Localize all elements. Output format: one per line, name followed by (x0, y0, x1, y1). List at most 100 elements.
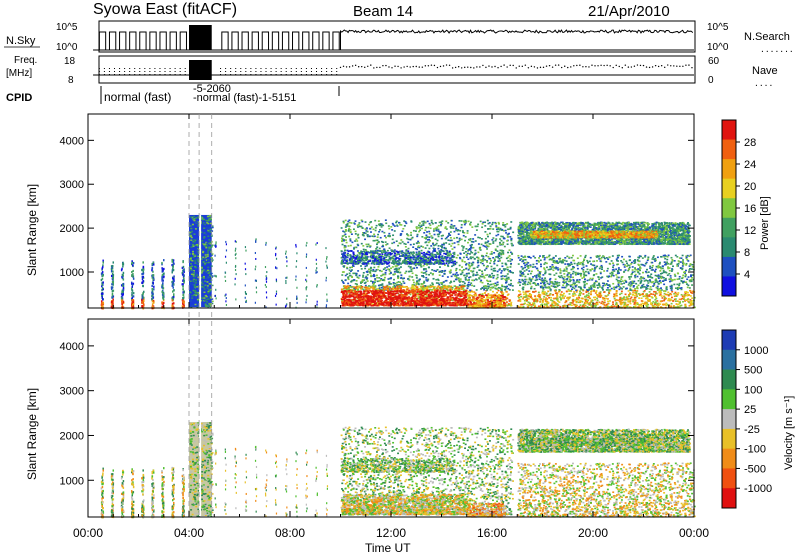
power-echo-cell (316, 267, 317, 269)
power-echo-cell (211, 265, 213, 267)
nsky-panel: N.Sky 10^5 10^0 10^5 10^0 N.Search .....… (4, 21, 794, 54)
nave-dot (540, 67, 541, 68)
power-echo-cell (172, 287, 174, 289)
power-echo-cell (202, 256, 204, 258)
power-echo-cell (193, 220, 195, 222)
power-echo-cell (190, 276, 192, 278)
nave-dot (643, 65, 644, 66)
power-echo-cell (208, 243, 210, 245)
power-echo-cell (266, 296, 267, 298)
power-echo-cell (265, 266, 266, 268)
power-echo-cell (123, 278, 125, 280)
power-echo-cell (201, 224, 203, 226)
power-echo-cell (276, 258, 277, 260)
nave-dot (361, 66, 362, 67)
power-echo-cell (151, 288, 153, 290)
power-echo-cell (208, 228, 210, 230)
nsky-label: N.Sky (6, 35, 36, 47)
power-echo-cell (111, 306, 113, 308)
power-echo-cell (153, 302, 155, 304)
nave-dot (679, 66, 680, 67)
power-echo-cell (205, 234, 207, 236)
power-echo-cell (201, 263, 203, 265)
power-echo-cell (210, 305, 212, 307)
power-echo-cell (192, 251, 194, 253)
power-echo-cell (194, 292, 196, 294)
power-echo-cell (182, 288, 184, 290)
power-echo-cell (325, 279, 326, 281)
power-echo-cell (202, 253, 204, 255)
power-echo-cell (500, 272, 502, 274)
nave-dot (616, 65, 617, 66)
power-echo-cell (306, 267, 307, 269)
power-echo-cell (266, 286, 267, 288)
power-echo-cell (225, 300, 226, 302)
power-echo-cell (235, 257, 236, 259)
power-echo-cell (182, 301, 184, 303)
power-echo-cell (204, 259, 206, 261)
power-echo-cell (510, 263, 512, 265)
power-echo-cell (215, 243, 216, 245)
power-echo-cell (197, 258, 199, 260)
nave-dot (428, 65, 429, 66)
nsky-step (282, 32, 288, 50)
power-echo-cell (203, 297, 205, 299)
nave-dot (567, 67, 568, 68)
nave-dot (573, 65, 574, 66)
power-echo-cell (214, 255, 215, 257)
power-echo-cell (190, 263, 192, 265)
power-echo-cell (208, 219, 210, 221)
nave-dot (452, 67, 453, 68)
power-echo-cell (163, 298, 165, 300)
nave-dot (628, 66, 629, 67)
power-echo-cell (190, 258, 192, 260)
power-echo-cell (203, 232, 205, 234)
power-echo-cell (195, 217, 197, 219)
nave-dot (531, 66, 532, 67)
nave-dot (525, 64, 526, 65)
power-echo-cell (193, 216, 195, 218)
power-echo-cell (381, 226, 383, 228)
nave-dot (449, 65, 450, 66)
power-echo-cell (171, 271, 173, 273)
power-echo-cell (112, 294, 114, 296)
power-echo-cell (235, 278, 236, 280)
power-echo-cell (102, 293, 104, 295)
power-echo-cell (316, 259, 317, 261)
power-echo-cell (204, 288, 206, 290)
power-echo-cell (193, 281, 195, 283)
power-echo-cell (255, 279, 256, 281)
power-echo-cell (297, 302, 298, 304)
power-echo-cell (235, 266, 236, 268)
power-echo-cell (464, 283, 466, 285)
nave-dot (640, 65, 641, 66)
power-echo-cell (437, 248, 439, 250)
power-echo-cell (245, 273, 246, 275)
power-echo-cell (306, 280, 307, 282)
power-echo-cell (210, 273, 212, 275)
power-echo-cell (326, 277, 327, 279)
nave-dot (661, 65, 662, 66)
power-echo-cell (316, 263, 317, 265)
power-echo-cell (153, 263, 155, 265)
power-echo-cell (361, 243, 363, 245)
power-echo-cell (204, 252, 206, 254)
power-echo-cell (226, 249, 227, 251)
power-echo-cell (122, 291, 124, 293)
power-echo-cell (207, 292, 209, 294)
power-echo-cell (151, 285, 153, 287)
power-echo-cell (317, 301, 318, 303)
power-echo-cell (224, 276, 225, 278)
power-echo-cell (315, 269, 316, 271)
nave-dot (394, 66, 395, 67)
power-echo-cell (509, 260, 511, 262)
power-echo-cell (276, 304, 277, 306)
power-echo-cell (204, 245, 206, 247)
power-echo-cell (235, 254, 236, 256)
nave-dot (655, 65, 656, 66)
date-label: 21/Apr/2010 (588, 3, 670, 20)
power-echo-cell (190, 300, 192, 302)
power-echo-cell (454, 285, 456, 287)
power-echo-cell (413, 243, 415, 245)
power-echo-cell (189, 291, 191, 293)
